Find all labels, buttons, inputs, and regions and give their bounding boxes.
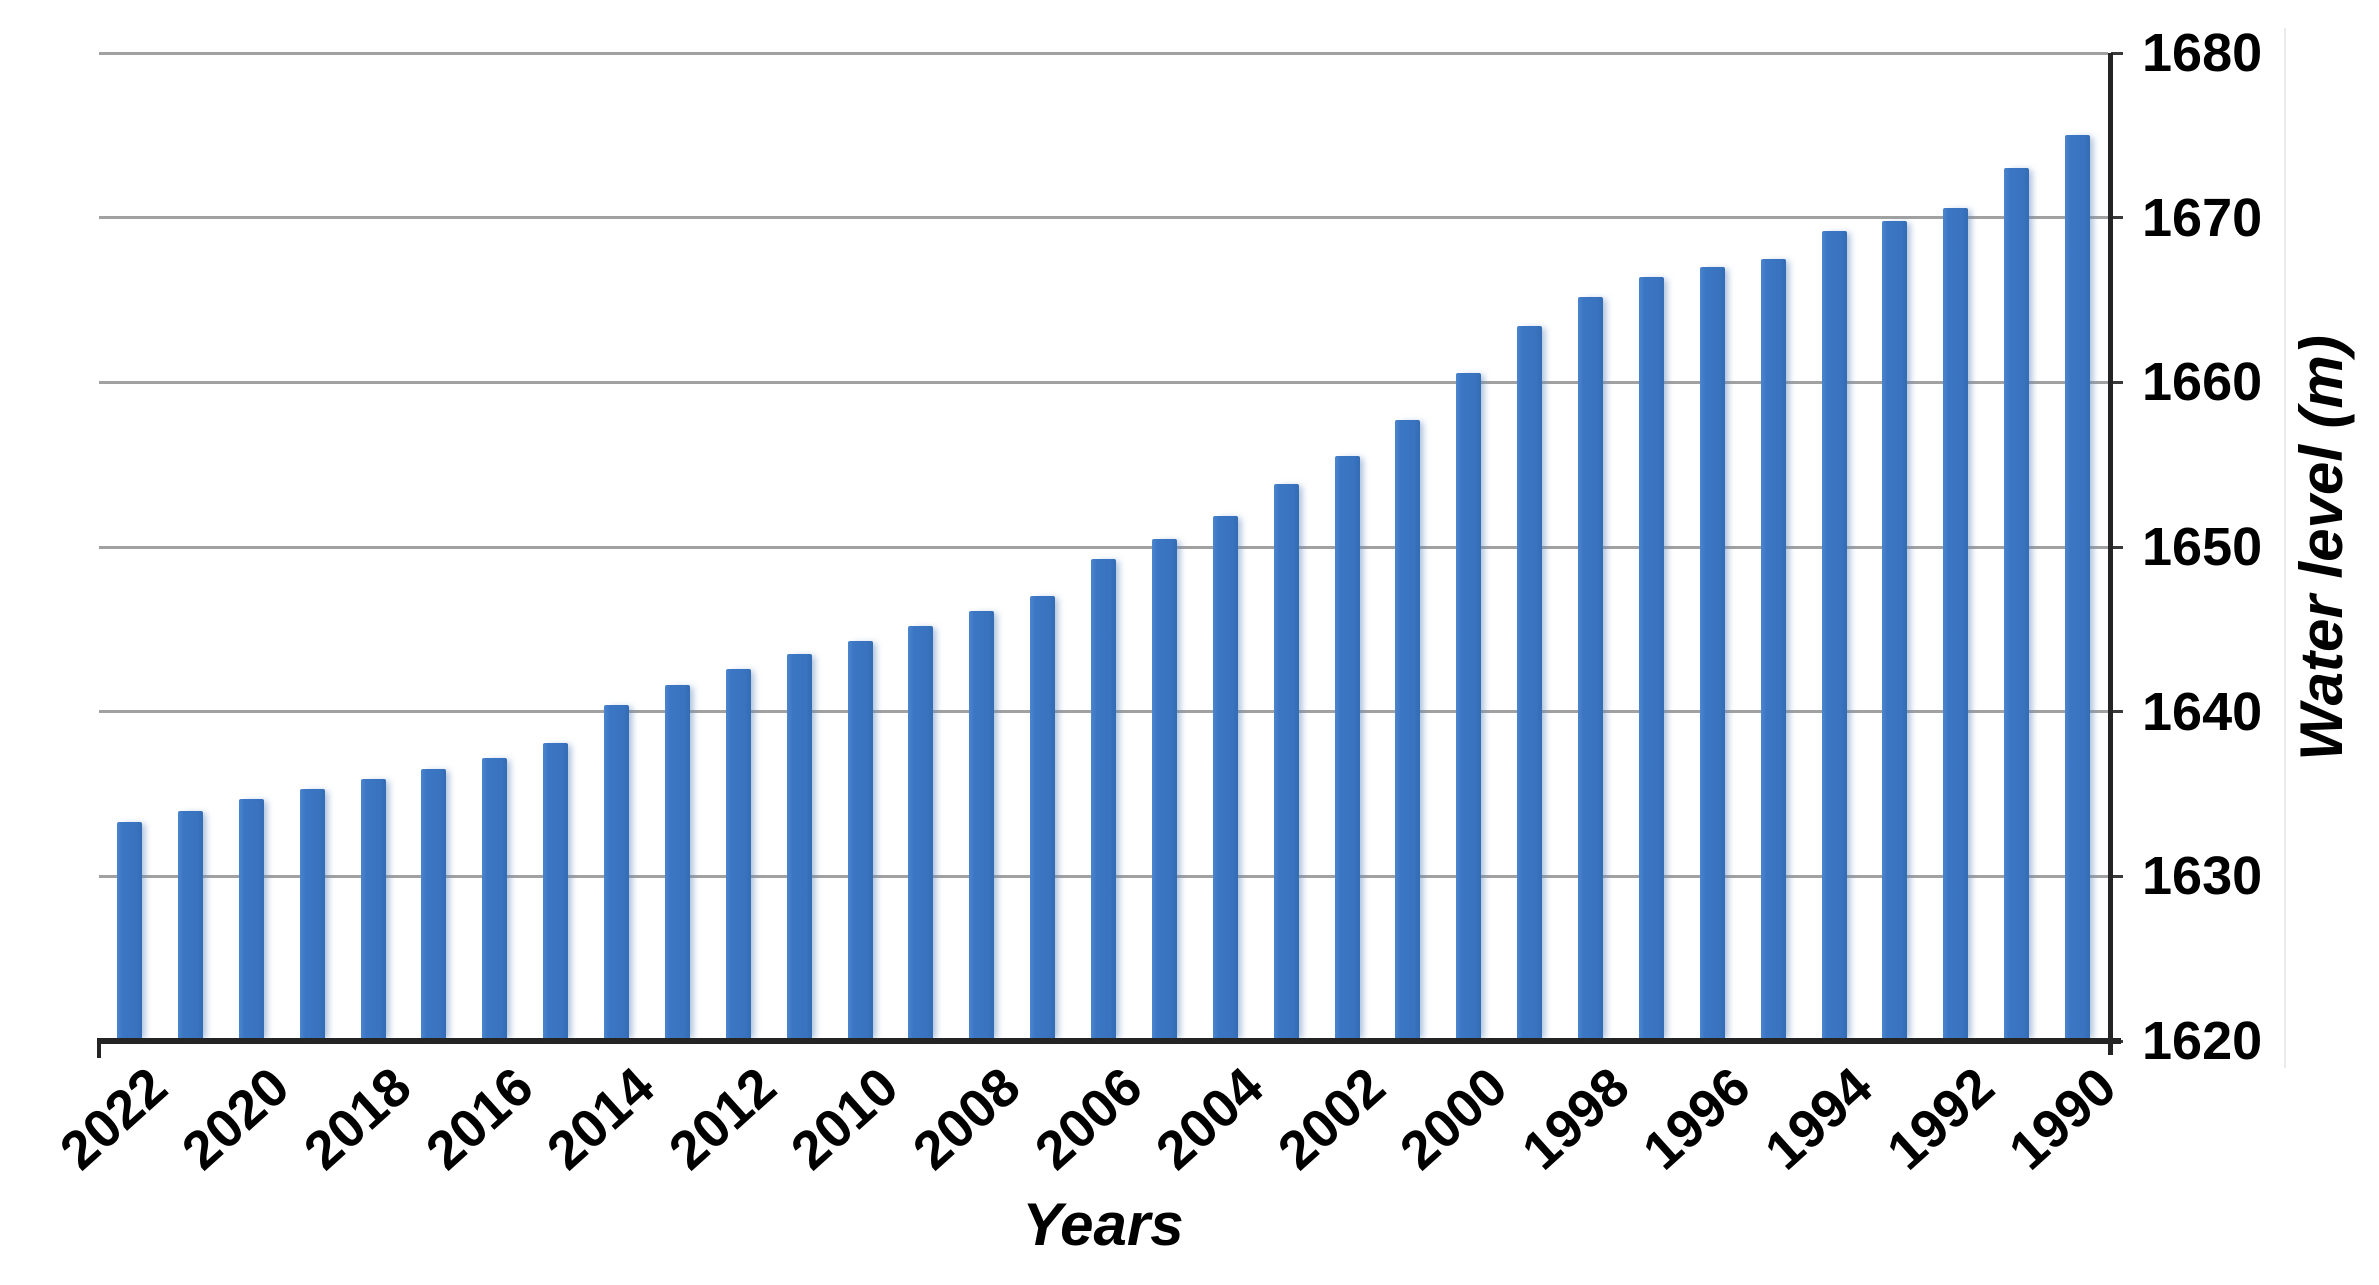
gridline-1650 xyxy=(99,545,2108,549)
bar-1993 xyxy=(1882,221,1908,1041)
bar-2014 xyxy=(604,705,629,1041)
y-tick-mark-1680 xyxy=(2111,51,2123,55)
bar-2000 xyxy=(1456,372,1482,1041)
y-tick-label-1640: 1640 xyxy=(2142,681,2263,742)
bar-2010 xyxy=(847,640,873,1041)
bar-2022 xyxy=(116,822,142,1041)
bar-2008 xyxy=(969,611,995,1041)
bar-1994 xyxy=(1821,230,1847,1041)
bar-1995 xyxy=(1760,258,1786,1041)
bar-1998 xyxy=(1578,296,1603,1041)
bar-2001 xyxy=(1395,420,1421,1041)
y-tick-label-1620: 1620 xyxy=(2142,1011,2263,1071)
y-tick-label-1660: 1660 xyxy=(2142,352,2263,413)
bar-1992 xyxy=(1943,207,1969,1041)
bar-2002 xyxy=(1334,456,1360,1041)
bar-1999 xyxy=(1517,326,1543,1041)
y-tick-label-1680: 1680 xyxy=(2142,23,2263,83)
bar-2007 xyxy=(1030,596,1056,1041)
bar-2013 xyxy=(664,685,690,1041)
bar-2012 xyxy=(725,668,751,1041)
bar-2016 xyxy=(482,757,508,1041)
chart-area-edge-line xyxy=(2284,28,2286,1068)
y-tick-mark-1640 xyxy=(2111,710,2123,714)
y-tick-mark-1660 xyxy=(2111,380,2123,384)
bar-2011 xyxy=(786,654,812,1041)
bar-1997 xyxy=(1638,276,1664,1041)
bar-2018 xyxy=(360,779,386,1041)
bar-1996 xyxy=(1699,267,1725,1041)
x-axis-title: Years xyxy=(1022,1191,1184,1258)
gridline-1660 xyxy=(99,380,2108,384)
bar-2015 xyxy=(543,743,569,1041)
bar-2004 xyxy=(1212,515,1238,1041)
y-tick-label-1650: 1650 xyxy=(2142,517,2263,577)
y-tick-mark-1650 xyxy=(2111,545,2123,549)
bar-2020 xyxy=(238,798,264,1041)
gridline-1670 xyxy=(99,216,2108,220)
x-axis-left-end-tick xyxy=(97,1044,101,1058)
bar-2005 xyxy=(1151,538,1177,1041)
bar-2021 xyxy=(177,810,203,1041)
bar-2019 xyxy=(299,789,325,1041)
bar-2003 xyxy=(1273,484,1299,1041)
x-axis-line xyxy=(97,1038,2121,1044)
y-tick-label-1670: 1670 xyxy=(2142,187,2263,248)
y-tick-mark-1630 xyxy=(2111,874,2123,878)
bar-2017 xyxy=(421,769,447,1041)
y-tick-label-1630: 1630 xyxy=(2142,846,2263,907)
gridline-1680 xyxy=(99,51,2108,55)
y-axis-title: Water level (m) xyxy=(2288,335,2355,761)
y-tick-mark-1670 xyxy=(2111,216,2123,220)
bar-2006 xyxy=(1091,558,1116,1041)
bar-1990 xyxy=(2065,135,2091,1041)
bar-1991 xyxy=(2004,168,2030,1041)
y-axis-line xyxy=(2108,53,2113,1055)
bar-2009 xyxy=(908,626,934,1041)
